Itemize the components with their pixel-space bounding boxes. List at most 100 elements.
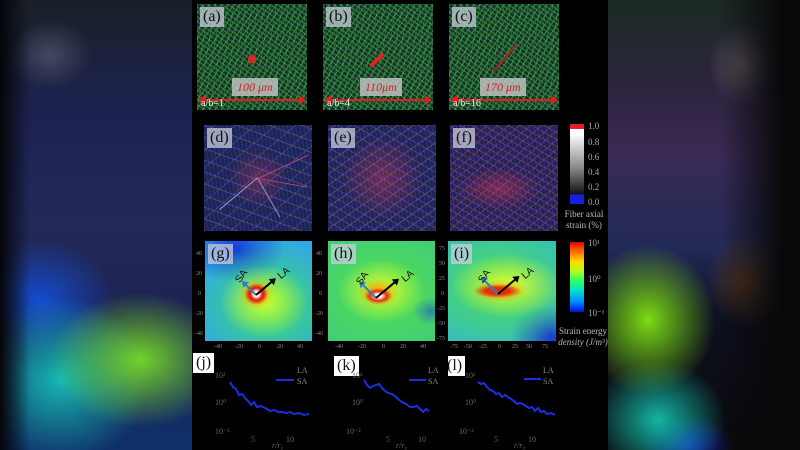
scale-label: 170 μm — [480, 78, 526, 96]
x-tick: 5 — [494, 435, 498, 444]
y-tick: 0 — [198, 291, 201, 297]
crack-ellipse — [369, 52, 385, 68]
short-axis-label: SA — [476, 267, 494, 286]
y-tick: -25 — [437, 306, 445, 312]
aspect-ratio: a/b=16 — [453, 98, 481, 109]
panel-e: (e) — [328, 125, 436, 231]
scale-label: 110μm — [360, 78, 402, 96]
panel-label: (c) — [452, 7, 476, 27]
x-tick: 10 — [528, 435, 536, 444]
fiber-strand — [219, 177, 258, 211]
long-axis-arrow — [255, 278, 276, 296]
energy-colorbar — [570, 242, 584, 312]
legend-la: LA — [428, 366, 439, 375]
plot-k: (k) 10² 10⁰ 10⁻² 5 10 r/r₀ LA SA — [320, 350, 448, 450]
y-tick: 40 — [196, 251, 202, 257]
colorbar-tick: 0.4 — [588, 167, 600, 177]
y-tick: 10² — [215, 371, 226, 380]
y-tick: 50 — [439, 261, 445, 267]
y-tick: 0 — [319, 291, 322, 297]
long-axis-arrow — [497, 276, 519, 295]
long-axis-label: LA — [399, 268, 417, 285]
panel-d: (d) — [204, 125, 312, 231]
y-tick: 20 — [316, 271, 322, 277]
panel-label: (g) — [208, 244, 233, 264]
y-tick: 10⁻² — [215, 427, 230, 436]
panel-label: (k) — [334, 356, 359, 376]
x-axis-label: r/r₀ — [272, 441, 284, 450]
fiber-strand — [257, 178, 308, 188]
x-axis-label: r/r₀ — [514, 441, 526, 450]
colorbar-title-line: strain (%) — [566, 220, 602, 230]
panel-label: (e) — [331, 128, 355, 148]
y-tick: 10⁻² — [346, 427, 361, 436]
x-axis-label: r/r₀ — [396, 441, 408, 450]
scale-arrow — [198, 95, 306, 105]
x-tick: -40 — [335, 344, 343, 350]
x-tick: 40 — [420, 344, 426, 350]
long-axis-arrow — [375, 279, 399, 299]
scale-label: 100 μm — [232, 78, 278, 96]
y-tick: -40 — [315, 331, 323, 337]
colorbar-title-line: Fiber axial — [564, 209, 604, 219]
panel-label: (b) — [326, 7, 351, 27]
fiber-strand — [257, 178, 281, 218]
y-tick: 10² — [352, 371, 363, 380]
panel-f: (f) — [450, 125, 558, 231]
panel-c: (c) 170 μm a/b=16 — [449, 4, 559, 110]
legend-sa: SA — [543, 377, 554, 386]
colorbar-title-line: Strain energy — [558, 326, 608, 336]
sa-curve — [363, 379, 430, 414]
y-tick: 10² — [465, 371, 476, 380]
y-tick: 40 — [316, 251, 322, 257]
aspect-ratio: a/b=4 — [327, 98, 350, 109]
x-tick: 75 — [542, 344, 548, 350]
y-tick: 10⁰ — [352, 398, 364, 407]
x-tick: 5 — [251, 435, 255, 444]
scientific-figure: (a) 100 μm a/b=1 (b) 110μm a/b=4 (c) 170… — [192, 0, 608, 450]
x-tick: 25 — [512, 344, 518, 350]
aspect-ratio: a/b=1 — [201, 98, 224, 109]
colorbar-tick: 0.2 — [588, 182, 600, 192]
sa-curve — [477, 378, 556, 416]
panel-g: (g) SA LA — [205, 241, 312, 341]
plot-l: (l) 10² 10⁰ 10⁻² 5 10 r/r₀ LA SA — [448, 350, 576, 450]
colorbar-tick: 0.0 — [588, 197, 600, 207]
x-tick: 0 — [258, 344, 261, 350]
colorbar-tick: 10⁻¹ — [588, 308, 605, 318]
scale-arrow — [450, 95, 558, 105]
y-tick: 0 — [441, 291, 444, 297]
panel-a: (a) 100 μm a/b=1 — [197, 4, 307, 110]
panel-label: (l) — [448, 356, 466, 376]
y-tick: 75 — [439, 246, 445, 252]
x-tick: 50 — [526, 344, 532, 350]
blurred-background-right — [608, 0, 800, 450]
x-tick: 10 — [418, 435, 426, 444]
scale-arrow — [324, 95, 432, 105]
x-tick: 0 — [382, 344, 385, 350]
x-tick: 20 — [277, 344, 283, 350]
y-tick: -75 — [437, 336, 445, 342]
x-tick: 5 — [386, 435, 390, 444]
panel-label: (h) — [331, 244, 356, 264]
colorbar-tick: 0.6 — [588, 152, 600, 162]
colorbar-tick: 10¹ — [588, 238, 600, 248]
y-tick: 20 — [196, 271, 202, 277]
long-axis-label: LA — [519, 265, 537, 282]
crack-circle — [248, 55, 256, 63]
panel-label: (a) — [200, 7, 224, 27]
colorbar-tick: 1.0 — [588, 121, 600, 131]
x-tick: 0 — [498, 344, 501, 350]
panel-label: (i) — [451, 244, 473, 264]
x-tick: -50 — [464, 344, 472, 350]
y-tick: -50 — [437, 321, 445, 327]
colorbar-tick: 0.8 — [588, 137, 600, 147]
y-tick: 10⁰ — [465, 398, 477, 407]
blurred-background-left — [0, 0, 192, 450]
panel-label: (f) — [453, 128, 475, 148]
panel-label: (d) — [207, 128, 232, 148]
x-tick: -75 — [450, 344, 458, 350]
panel-label: (j) — [193, 353, 215, 373]
y-tick: -40 — [195, 331, 203, 337]
legend-sa: SA — [428, 377, 439, 386]
